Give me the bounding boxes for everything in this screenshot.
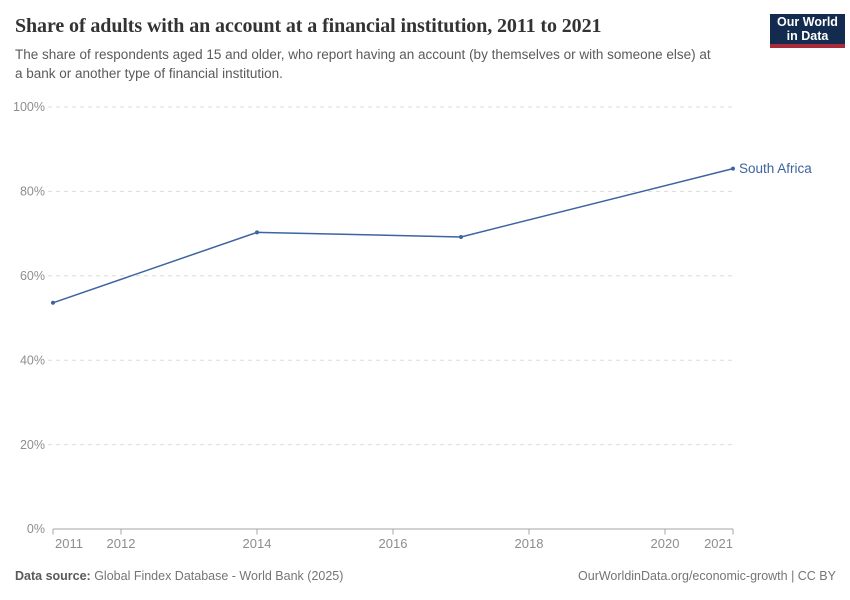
attribution: OurWorldinData.org/economic-growth | CC … [578, 569, 836, 583]
data-point [255, 230, 259, 235]
chart-subtitle: The share of respondents aged 15 and old… [15, 47, 711, 81]
data-point [459, 234, 463, 239]
y-axis-tick-label: 40% [20, 353, 45, 367]
x-axis-tick-label: 2021 [704, 536, 733, 551]
y-axis-tick-label: 0% [27, 522, 45, 536]
x-axis-tick-label: 2018 [515, 536, 544, 551]
owid-logo-line2: in Data [786, 29, 829, 43]
y-axis-tick-label: 100% [13, 100, 45, 114]
owid-logo-line1: Our World [777, 15, 838, 29]
x-axis-tick-label: 2014 [243, 536, 272, 551]
data-source: Data source: Global Findex Database - Wo… [15, 569, 343, 583]
data-source-value: Global Findex Database - World Bank (202… [90, 569, 344, 583]
chart-footer: Data source: Global Findex Database - Wo… [15, 569, 836, 583]
y-axis-tick-label: 60% [20, 269, 45, 283]
data-point [51, 300, 55, 305]
series-line [52, 167, 734, 304]
owid-logo: Our World in Data [770, 14, 845, 48]
series-label: South Africa [739, 161, 812, 176]
page-title: Share of adults with an account at a fin… [15, 15, 602, 37]
data-point [731, 166, 735, 171]
x-axis-tick-label: 2020 [651, 536, 680, 551]
x-axis-tick-label: 2016 [379, 536, 408, 551]
x-axis-tick-label: 2012 [107, 536, 136, 551]
x-axis-tick-label: 2011 [55, 536, 83, 551]
data-source-label: Data source: [15, 569, 91, 583]
y-axis-tick-label: 20% [20, 438, 45, 452]
y-axis-tick-label: 80% [20, 185, 45, 199]
